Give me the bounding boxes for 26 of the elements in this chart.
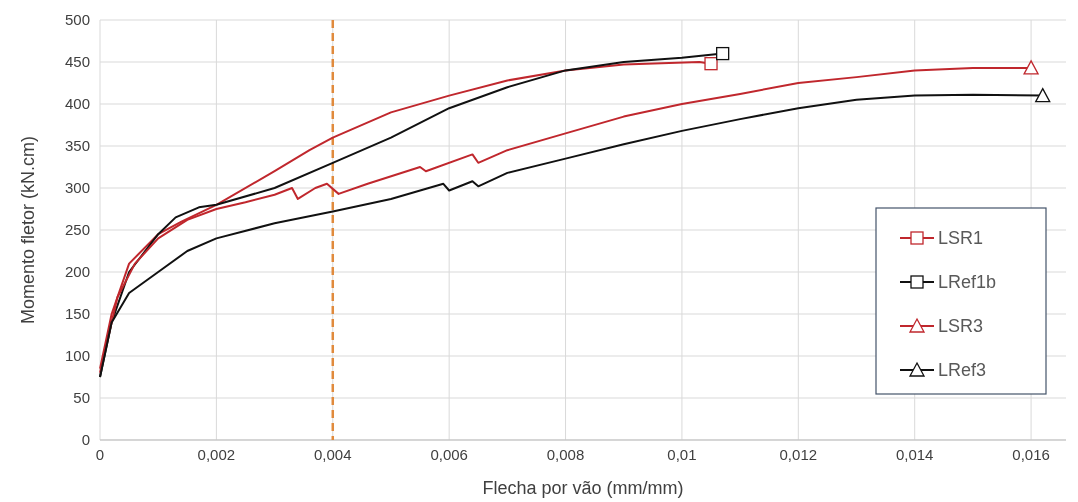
- x-tick-label: 0,01: [667, 446, 697, 463]
- y-tick-label: 400: [64, 95, 90, 113]
- y-tick-label: 100: [64, 347, 90, 365]
- x-tick-label: 0,012: [779, 446, 818, 463]
- legend-label: LRef1b: [938, 272, 997, 293]
- y-tick-label: 50: [73, 389, 90, 407]
- y-tick-label: 250: [64, 221, 90, 239]
- x-tick-label: 0,016: [1012, 446, 1050, 463]
- y-axis-title: Momento fletor (kN.cm): [18, 135, 38, 325]
- y-tick-label: 300: [64, 179, 90, 197]
- x-tick-label: 0,006: [430, 446, 468, 463]
- y-tick-label: 0: [81, 431, 90, 449]
- y-tick-label: 500: [64, 11, 90, 29]
- legend-label: LSR1: [938, 228, 984, 249]
- x-axis-title: Flecha por vão (mm/mm): [482, 478, 684, 498]
- y-tick-label: 450: [64, 53, 90, 71]
- legend-label: LRef3: [938, 360, 987, 381]
- x-tick-label: 0,014: [895, 446, 934, 463]
- x-tick-label: 0: [95, 446, 105, 463]
- y-tick-label: 350: [64, 137, 90, 155]
- x-tick-label: 0,004: [314, 446, 352, 463]
- y-tick-label: 200: [64, 263, 90, 281]
- x-tick-label: 0,008: [546, 446, 585, 463]
- legend-label: LSR3: [938, 316, 984, 337]
- x-tick-label: 0,002: [197, 446, 236, 463]
- y-tick-label: 150: [64, 305, 90, 323]
